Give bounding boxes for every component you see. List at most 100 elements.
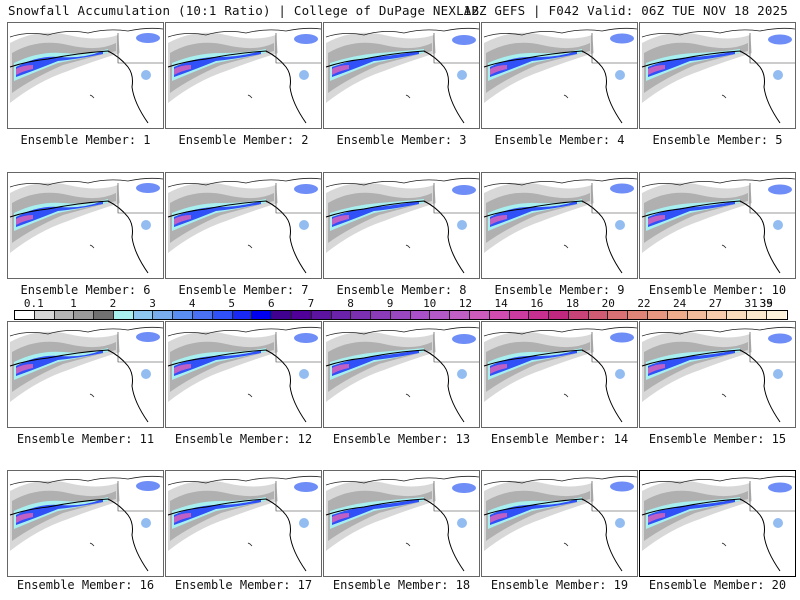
alaska-coast [167,200,307,274]
snow-canada-east [452,483,476,493]
snow-rockies [615,518,625,528]
snow-swath-blue [332,201,419,227]
coastline [9,27,163,38]
snow-swath-blue [174,499,261,525]
colorbar-swatch [15,311,35,319]
colorbar-swatch [549,311,569,319]
colorbar-swatch [173,311,194,319]
alaska-coast [167,349,307,423]
ensemble-member-label: Ensemble Member: 15 [648,432,787,446]
colorbar-swatch [153,311,174,319]
ensemble-member-label: Ensemble Member: 1 [20,133,151,147]
alaska-coast [483,200,623,274]
ensemble-member-map [639,22,796,129]
border-line [433,332,479,363]
coastline [9,177,163,188]
border-line [117,332,163,363]
snow-canada-east [610,183,634,194]
ensemble-member-map [639,470,796,577]
hawaii [405,393,411,398]
snow-rockies [141,70,151,80]
snow-canada-east [136,183,160,193]
snow-swath-purple [174,513,191,523]
snow-rockies [773,518,783,528]
ensemble-member-map [7,470,164,577]
snow-swath-blue [332,350,419,376]
ensemble-member-map [639,321,796,428]
ensemble-member-map [481,470,638,577]
colorbar-tick-label: 31 [744,297,758,310]
alaska-coast [641,349,781,423]
colorbar-swatch [252,311,273,319]
colorbar-swatch [529,311,550,319]
coastline [325,177,479,188]
snow-swath-blue [332,51,419,77]
snow-swath-purple [332,65,349,75]
border-line [591,481,637,512]
snow-swath-purple [174,215,191,225]
snow-swath-blue [332,499,419,525]
snow-rockies [773,70,783,80]
colorbar-swatch [727,311,747,319]
snow-swath-blue [648,499,735,525]
colorbar-swatch [648,311,668,319]
alaska-coast [9,349,149,423]
ensemble-member-map [165,172,322,279]
coastline [641,27,795,38]
ensemble-member-map [165,470,322,577]
ensemble-member-label: Ensemble Member: 20 [648,578,787,592]
alaska-coast [167,498,307,572]
colorbar-tick-label: 1 [70,297,77,310]
hawaii [247,542,253,547]
snow-swath-purple [174,65,191,75]
ensemble-member-map [323,22,480,129]
colorbar-swatch [113,311,134,319]
colorbar-swatch [193,311,213,319]
coastline [641,475,795,486]
colorbar-tick-label: 16 [530,297,544,310]
colorbar-swatch [331,311,352,319]
coastline [325,475,479,486]
snow-rockies [615,70,625,80]
coastline [325,326,479,337]
ensemble-member-map [481,321,638,428]
alaska-coast [641,200,781,274]
coastline [325,27,479,38]
coastline [483,326,637,337]
hawaii [89,542,95,547]
alaska-coast [167,50,307,124]
colorbar-tick-label: 7 [307,297,315,310]
hawaii [563,393,569,398]
snow-canada-east [768,333,792,344]
colorbar-swatch [450,311,470,319]
ensemble-member-map [481,22,638,129]
snow-swath-blue [174,350,261,376]
snow-swath-blue [648,51,735,77]
snow-canada-east [136,481,160,491]
colorbar-tick-labels: 0.1 1 2 3 4 5 6 7 8 9 10 12 14 16 18 20 22 24 27 31 35 39 [14,297,786,310]
coastline [483,177,637,188]
hawaii [721,393,727,398]
colorbar-swatch [509,311,530,319]
colorbar-tick-label: 8 [347,297,354,310]
ensemble-member-label: Ensemble Member: 9 [494,283,625,297]
coastline [167,475,321,486]
border-line [591,332,637,363]
alaska-coast [325,498,465,572]
ensemble-member-map [7,22,164,129]
snow-swath-purple [332,513,349,523]
snow-swath-blue [490,201,577,227]
snow-swath-purple [648,65,665,75]
ensemble-member-label: Ensemble Member: 6 [20,283,151,297]
ensemble-member-label: Ensemble Member: 8 [336,283,467,297]
colorbar-swatch [746,311,767,319]
border-line [433,481,479,512]
hawaii [721,94,727,99]
border-line [275,481,321,512]
snow-rockies [141,369,151,379]
colorbar-tick-label: 27 [708,297,722,310]
ensemble-member-label: Ensemble Member: 17 [174,578,313,592]
border-line [117,481,163,512]
colorbar-tick-label: 5 [228,297,236,310]
colorbar-tick-label: 12 [458,297,473,310]
